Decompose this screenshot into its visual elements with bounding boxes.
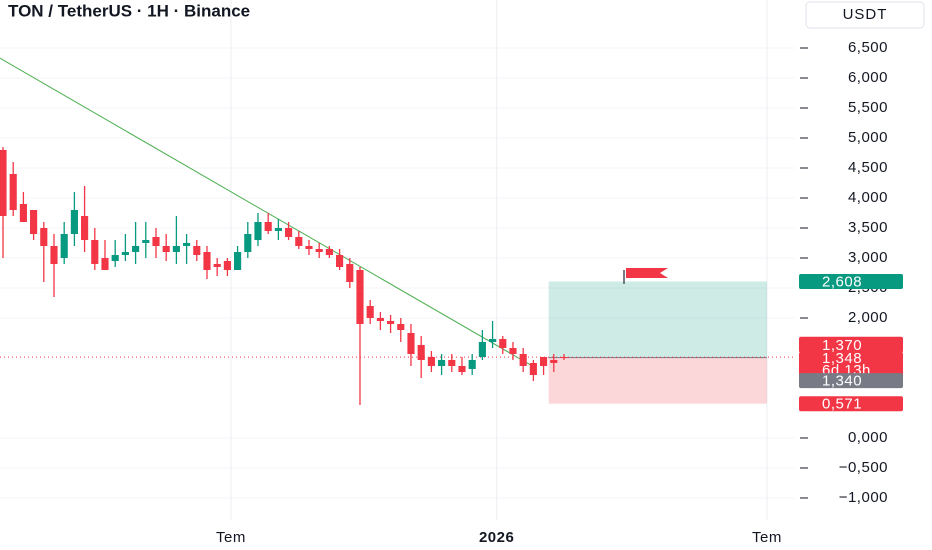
target-zone — [548, 281, 767, 358]
candle-body — [142, 239, 150, 243]
candle-body — [244, 233, 252, 252]
candle-body — [101, 257, 109, 270]
candle-body — [234, 251, 242, 270]
candle-body — [285, 227, 293, 237]
candle-body — [387, 320, 395, 324]
y-tick-label: 0,000 — [848, 429, 888, 446]
candle-body — [458, 365, 466, 372]
x-tick-label: 2026 — [479, 529, 514, 546]
candle-body — [264, 221, 272, 231]
candle-body — [152, 236, 160, 246]
target-label: 2,608 — [822, 273, 862, 290]
candle-body — [40, 227, 48, 246]
candle-body — [315, 248, 323, 252]
candle-body — [193, 245, 201, 255]
candle-body — [111, 254, 119, 261]
y-tick-label: 5,500 — [848, 99, 888, 116]
y-tick-label: 5,000 — [848, 129, 888, 146]
flag-marker — [623, 268, 668, 284]
high-label-box — [799, 336, 903, 353]
entry-label-box — [799, 373, 903, 389]
stop-label-box — [799, 396, 903, 412]
candle-body — [19, 203, 27, 222]
candle-body — [540, 356, 548, 366]
high-label: 1,370 — [822, 337, 862, 354]
candle-body — [438, 359, 446, 366]
candle-body — [274, 227, 282, 231]
candle-body — [305, 245, 313, 249]
candle-body — [427, 356, 435, 366]
candle-body — [499, 338, 507, 348]
candle-body — [468, 359, 476, 369]
last-price-box — [799, 352, 903, 380]
y-tick-label: 4,000 — [848, 189, 888, 206]
candle-body — [132, 245, 140, 252]
candle-body — [407, 332, 415, 354]
candle-body — [50, 245, 58, 264]
candle-body — [213, 263, 221, 267]
entry-label: 1,340 — [822, 373, 862, 390]
x-tick-label: Tem — [216, 529, 246, 546]
candle-body — [550, 359, 558, 363]
stop-label: 0,571 — [822, 396, 862, 413]
y-tick-label: 3,500 — [848, 219, 888, 236]
candle-body — [60, 233, 68, 258]
candle-body — [489, 338, 497, 342]
y-tick-label: 6,000 — [848, 69, 888, 86]
candle-body — [448, 359, 456, 366]
candle-body — [81, 215, 89, 240]
candle-body — [223, 260, 231, 270]
last-price-label: 1,348 — [822, 350, 862, 367]
candle-body — [70, 209, 78, 234]
currency-label[interactable]: USDT — [843, 6, 888, 23]
candle-body — [295, 236, 303, 246]
y-tick-label: −0,500 — [839, 459, 888, 476]
target-label-box — [799, 274, 903, 290]
candle-body — [509, 347, 517, 354]
candle-body — [529, 362, 537, 375]
candle-body — [30, 209, 38, 234]
candle-body — [325, 248, 333, 255]
candle-body — [478, 341, 486, 357]
candle-body — [9, 173, 17, 210]
currency-button[interactable] — [805, 1, 925, 29]
y-tick-label: 3,000 — [848, 249, 888, 266]
candle-body — [172, 245, 180, 252]
candle-body — [0, 149, 7, 216]
candle-body — [183, 242, 191, 246]
candle-body — [356, 269, 364, 324]
candle-body — [560, 356, 568, 358]
y-tick-label: 2,000 — [848, 309, 888, 326]
candle-body — [346, 263, 354, 282]
candle-body — [376, 317, 384, 321]
stop-zone — [548, 357, 767, 404]
candle-body — [162, 245, 170, 252]
candle-body — [121, 251, 129, 255]
candle-body — [519, 353, 527, 366]
candle-body — [366, 305, 374, 318]
candle-body — [397, 323, 405, 330]
y-tick-label: 4,500 — [848, 159, 888, 176]
candle-body — [417, 344, 425, 360]
candle-body — [254, 221, 262, 240]
y-tick-label: 6,500 — [848, 39, 888, 56]
candle-body — [203, 251, 211, 270]
y-tick-label: −1,000 — [839, 489, 888, 506]
candle-body — [336, 254, 344, 267]
x-tick-label: Tem — [752, 529, 782, 546]
candle-body — [91, 239, 99, 264]
chart-title: TON / TetherUS · 1H · Binance — [8, 1, 250, 20]
